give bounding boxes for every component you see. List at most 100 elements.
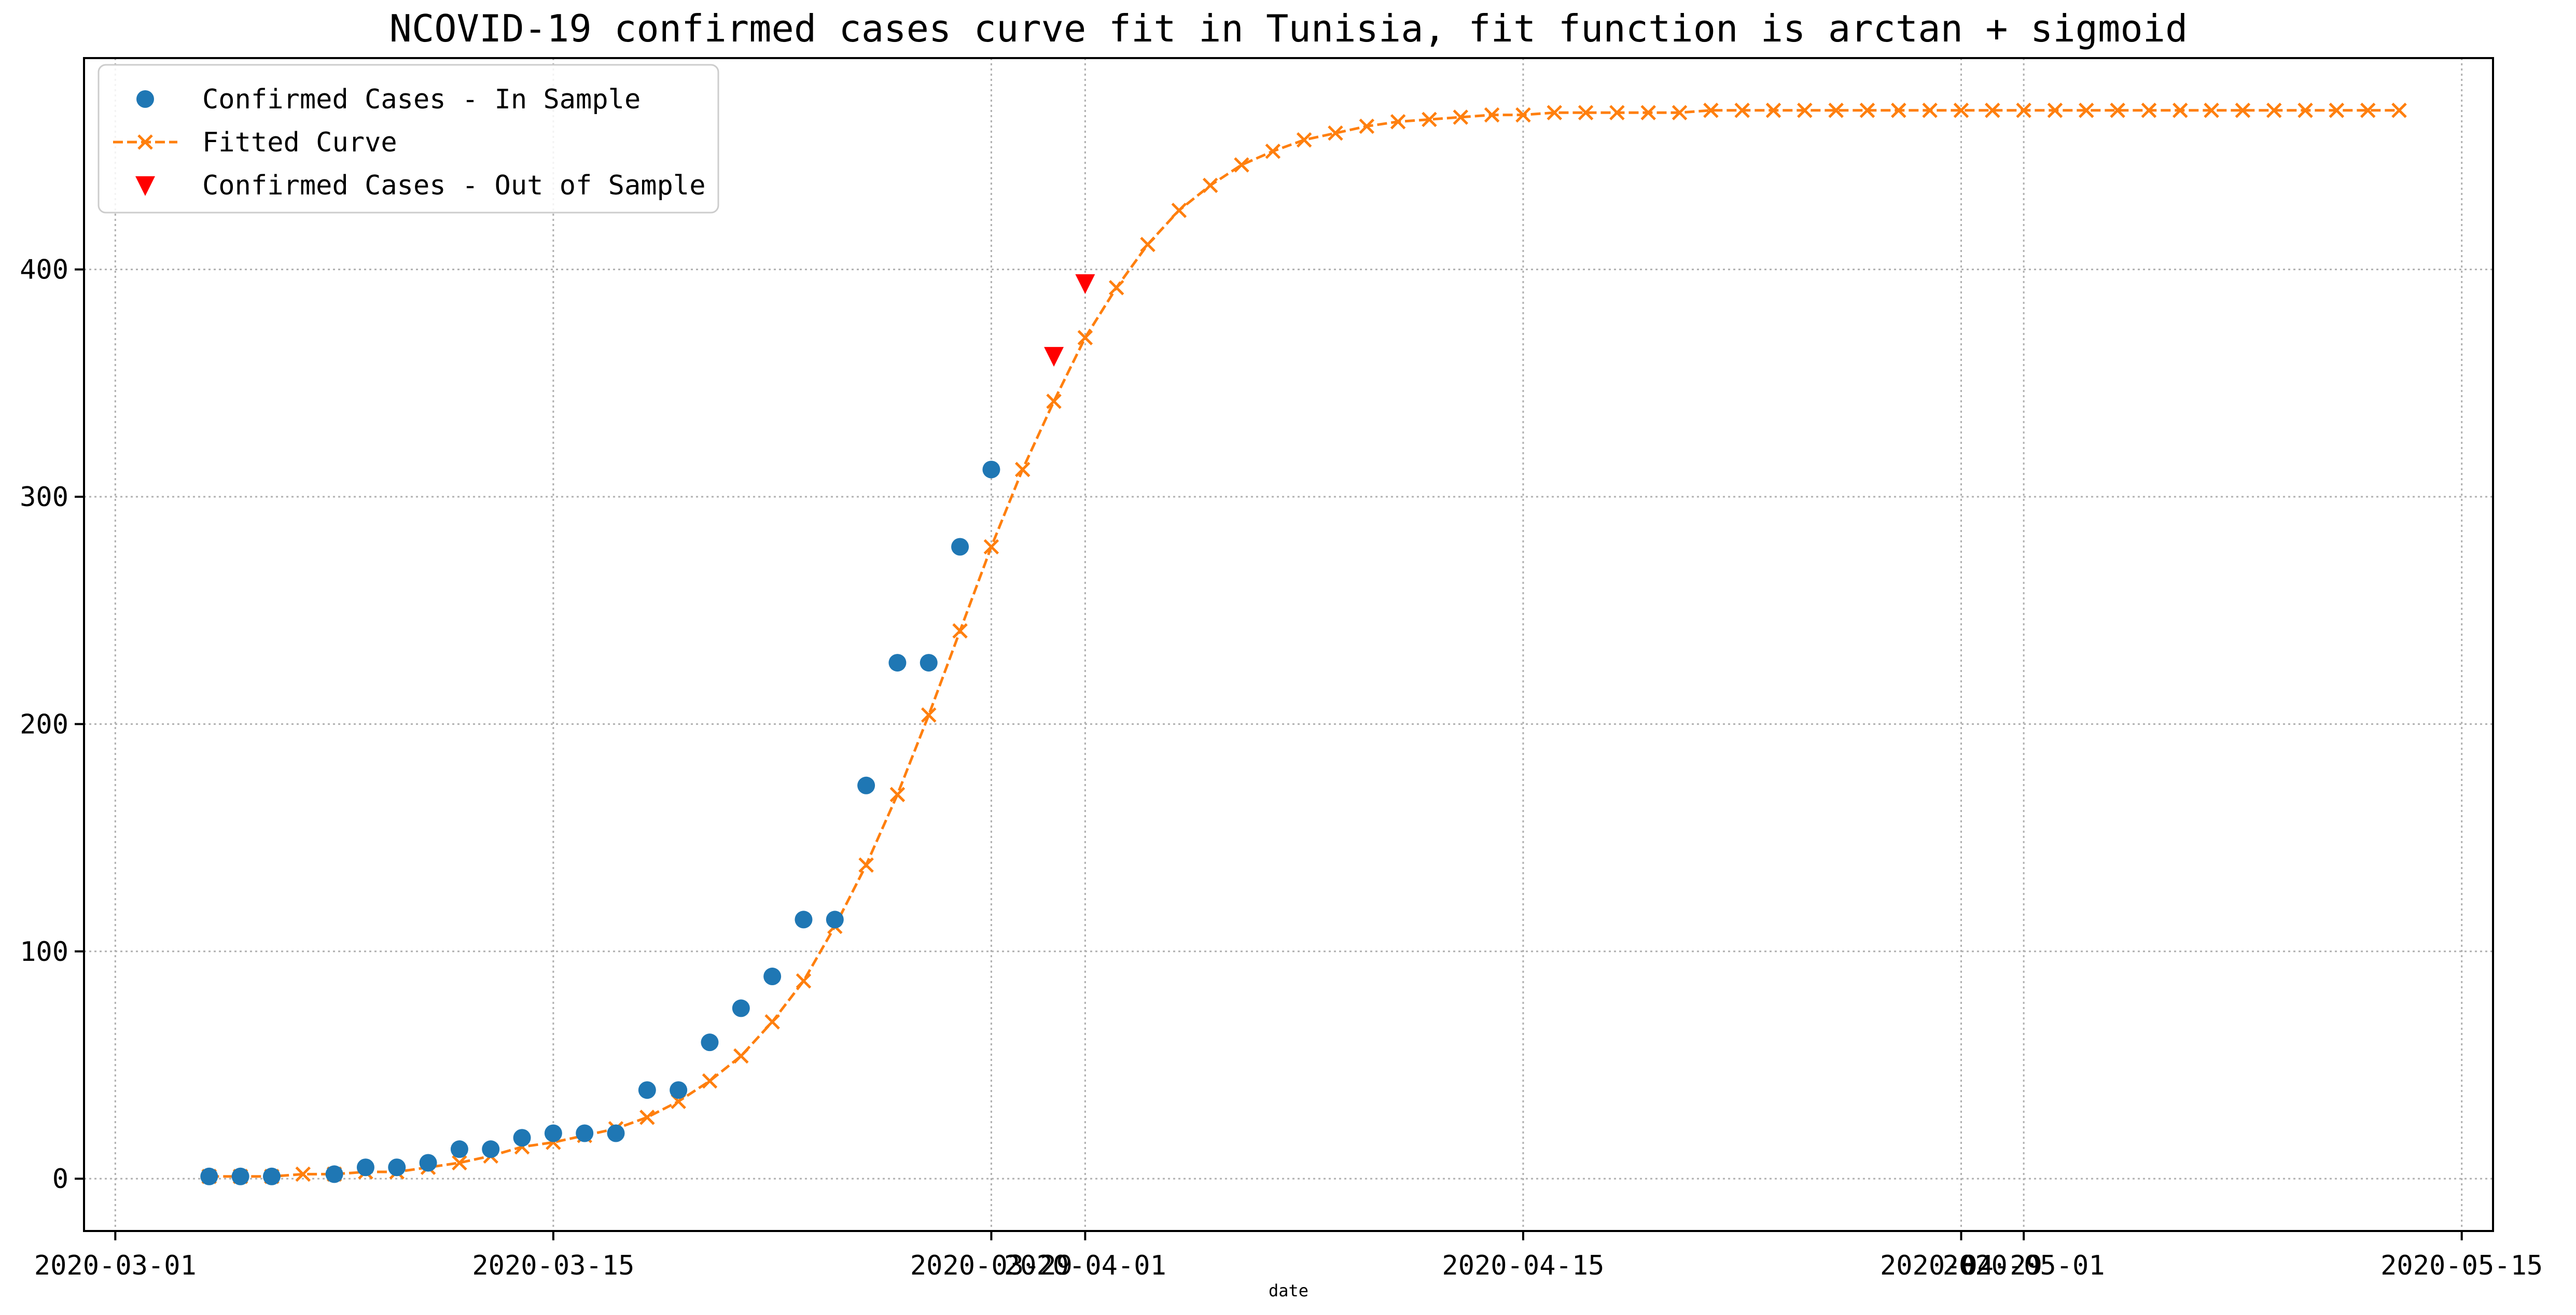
in-sample-point xyxy=(826,911,844,929)
fitted-curve-point xyxy=(2204,103,2219,118)
y-tick-label: 300 xyxy=(20,482,68,513)
fitted-curve-point xyxy=(452,1155,467,1171)
x-tick-label: 2020-05-01 xyxy=(1943,1250,2105,1281)
x-tick-label: 2020-04-29 xyxy=(1880,1250,2042,1281)
series-2 xyxy=(1044,274,1095,367)
out-of-sample-point xyxy=(1075,274,1095,294)
fitted-curve-point xyxy=(1265,143,1281,159)
in-sample-point xyxy=(450,1140,468,1158)
fitted-curve-point xyxy=(983,539,999,555)
legend-marker xyxy=(136,90,154,108)
fitted-curve-point xyxy=(1422,111,1437,128)
fitted-curve-point xyxy=(2141,103,2157,118)
fitted-curve-point xyxy=(921,707,937,723)
fitted-curve-point xyxy=(702,1073,718,1089)
fitted-curve-point xyxy=(1985,103,2000,118)
fitted-curve-point xyxy=(1640,105,1656,120)
fitted-curve-point xyxy=(2047,103,2063,118)
in-sample-point xyxy=(701,1033,719,1052)
fitted-curve-point xyxy=(1296,132,1312,148)
y-tick-label: 100 xyxy=(20,936,68,968)
fitted-curve-point xyxy=(2235,103,2251,118)
in-sample-point xyxy=(732,999,750,1017)
fitted-curve-point xyxy=(1578,105,1594,120)
x-tick-label: 2020-04-01 xyxy=(1004,1250,1166,1281)
fitted-curve-point xyxy=(1953,103,1969,118)
fitted-curve-point xyxy=(1484,107,1500,123)
in-sample-point xyxy=(982,460,1000,479)
y-tick-label: 200 xyxy=(20,709,68,740)
fitted-curve-point xyxy=(1891,103,1906,118)
x-tick-label: 2020-03-15 xyxy=(472,1250,634,1281)
fitted-curve-point xyxy=(1046,394,1062,409)
legend-label: Confirmed Cases - In Sample xyxy=(202,84,640,115)
fitted-curve-point xyxy=(1859,103,1875,118)
fitted-curve-point xyxy=(1108,279,1124,296)
fitted-curve-point xyxy=(1171,202,1187,218)
out-of-sample-point xyxy=(1044,347,1064,367)
in-sample-point xyxy=(482,1140,500,1158)
legend-label: Fitted Curve xyxy=(202,127,397,158)
fitted-curve-point xyxy=(889,787,906,803)
in-sample-point xyxy=(388,1158,406,1177)
fitted-curve-point xyxy=(295,1166,311,1182)
x-tick-label: 2020-05-15 xyxy=(2380,1250,2543,1281)
chart-title: NCOVID-19 confirmed cases curve fit in T… xyxy=(389,7,2188,50)
fitted-curve-point xyxy=(1922,103,1938,118)
fitted-curve-point xyxy=(2172,103,2188,118)
fitted-curve-point xyxy=(1672,105,1688,120)
y-tick-label: 0 xyxy=(52,1164,68,1195)
fitted-curve-point xyxy=(1140,236,1155,253)
in-sample-point xyxy=(231,1167,249,1185)
in-sample-point xyxy=(920,654,938,672)
in-sample-point xyxy=(576,1124,594,1142)
series-0 xyxy=(200,460,1000,1185)
fitted-curve-point xyxy=(1765,103,1781,118)
in-sample-point xyxy=(795,911,813,929)
fitted-curve-point xyxy=(1828,103,1844,118)
fitted-curve-point xyxy=(1390,114,1406,130)
in-sample-point xyxy=(544,1124,562,1142)
in-sample-point xyxy=(888,654,907,672)
legend-marker xyxy=(137,134,153,150)
fitted-curve-point xyxy=(1734,103,1750,118)
x-tick-label: 2020-03-01 xyxy=(34,1250,197,1281)
fitted-curve-point xyxy=(733,1048,749,1064)
fitted-curve-point xyxy=(796,973,812,989)
plot-frame xyxy=(83,57,2494,1232)
in-sample-point xyxy=(325,1165,343,1183)
in-sample-point xyxy=(419,1154,437,1172)
grid-lines xyxy=(84,58,2493,1231)
legend-box xyxy=(98,64,719,214)
fitted-curve-point xyxy=(2110,103,2125,118)
fitted-curve-point xyxy=(2297,103,2313,118)
fitted-curve-point xyxy=(1014,461,1031,478)
in-sample-point xyxy=(607,1124,625,1142)
fitted-curve-point xyxy=(1547,105,1563,120)
fitted-curve-point xyxy=(858,857,874,873)
fitted-curve-point xyxy=(952,623,968,639)
in-sample-point xyxy=(857,776,875,794)
in-sample-point xyxy=(262,1167,281,1185)
fitted-curve-point xyxy=(2079,103,2094,118)
fitted-curve-point xyxy=(1202,177,1218,193)
axis-ticks: 2020-03-01 2020-03-15 2020-03-292020-04-01… xyxy=(20,255,2543,1281)
fitted-curve-point xyxy=(2266,103,2282,118)
fitted-curve-point xyxy=(1453,109,1469,125)
in-sample-point xyxy=(200,1167,218,1185)
fitted-curve-point xyxy=(2329,103,2345,118)
fitted-curve-point xyxy=(764,1014,780,1030)
fitted-curve-point xyxy=(2391,103,2407,118)
x-tick-label: 2020-04-15 xyxy=(1442,1250,1604,1281)
legend-marker xyxy=(135,176,155,196)
y-tick-label: 400 xyxy=(20,255,68,286)
x-tick-label: 2020-03-29 xyxy=(910,1250,1073,1281)
fitted-curve-point xyxy=(1328,125,1343,141)
fitted-curve-point xyxy=(1359,118,1375,134)
fitted-curve-point xyxy=(1077,330,1093,345)
in-sample-point xyxy=(356,1158,374,1177)
in-sample-point xyxy=(670,1081,688,1099)
x-axis-label: date xyxy=(1269,1281,1308,1300)
